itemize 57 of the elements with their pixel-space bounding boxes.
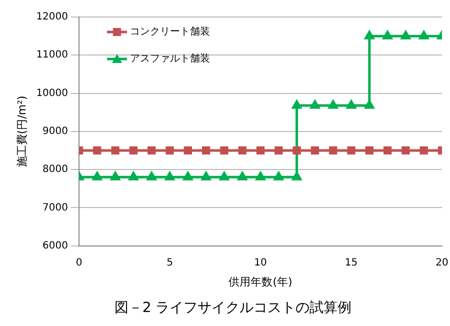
- point: [400, 30, 410, 40]
- point: [165, 172, 174, 180]
- point: [274, 146, 283, 155]
- point: [420, 146, 428, 155]
- point: [365, 146, 374, 155]
- point: [148, 146, 156, 155]
- x-tick-label: 5: [166, 257, 173, 268]
- point: [274, 172, 284, 180]
- point: [238, 146, 246, 155]
- point: [292, 100, 302, 109]
- point: [346, 100, 356, 109]
- point: [92, 172, 102, 180]
- x-tick-label: 20: [436, 257, 448, 268]
- point: [329, 146, 338, 155]
- y-tick-label: 6000: [42, 240, 68, 252]
- point: [328, 100, 338, 109]
- point: [129, 146, 138, 155]
- point: [93, 146, 102, 155]
- point: [201, 172, 211, 180]
- point: [220, 146, 228, 155]
- point: [256, 172, 266, 180]
- point: [310, 146, 320, 155]
- y-axis-title: 施工費(円/m²): [15, 96, 28, 168]
- y-tick-label: 11000: [36, 50, 68, 61]
- point: [364, 30, 374, 40]
- point: [347, 146, 356, 155]
- point: [292, 146, 301, 155]
- point: [219, 172, 229, 180]
- y-tick-label: 10000: [36, 88, 68, 99]
- point: [110, 172, 120, 180]
- point: [310, 100, 320, 109]
- point: [183, 172, 193, 180]
- point: [364, 100, 374, 109]
- x-tick-label: 0: [76, 257, 82, 268]
- text: 図－2 ライフサイクルコストの試算例: [113, 299, 353, 317]
- y-tick-label: 12000: [36, 12, 68, 23]
- point: [184, 146, 192, 155]
- legend-label: アスファルト舗装: [130, 52, 210, 65]
- point: [111, 146, 120, 155]
- point: [382, 30, 392, 40]
- point: [256, 146, 265, 155]
- point: [383, 146, 392, 155]
- y-tick-label: 9000: [42, 126, 68, 137]
- x-tick-label: 15: [344, 257, 358, 268]
- point: [238, 172, 248, 180]
- point: [146, 172, 156, 180]
- x-axis-title: 供用年数(年): [228, 275, 292, 288]
- y-tick-label: 7000: [42, 202, 68, 214]
- point: [128, 172, 138, 180]
- point: [402, 146, 410, 155]
- legend-label: コンクリート舗装: [130, 26, 210, 38]
- point: [419, 30, 429, 40]
- point: [166, 146, 174, 155]
- x-tick-label: 10: [254, 257, 267, 268]
- point: [292, 172, 302, 180]
- y-tick-label: 8000: [42, 164, 68, 176]
- point: [202, 146, 210, 155]
